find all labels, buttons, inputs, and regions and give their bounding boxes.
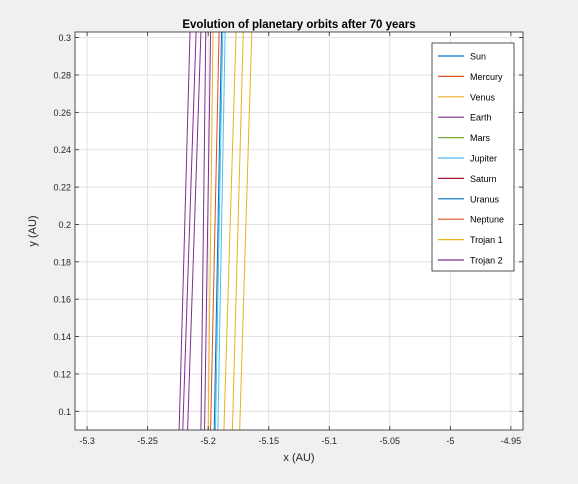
legend-label-uranus: Uranus: [470, 194, 500, 204]
series-line-trojan-1: [207, 31, 214, 431]
data-lines: [178, 31, 253, 431]
series-line-jupiter: [214, 31, 224, 431]
series-line-trojan-2: [200, 31, 207, 431]
legend-label-venus: Venus: [470, 92, 496, 102]
legend-label-mercury: Mercury: [470, 72, 503, 82]
x-tick-label: -4.95: [501, 436, 522, 446]
y-tick-label: 0.12: [53, 369, 71, 379]
chart-title: Evolution of planetary orbits after 70 y…: [182, 19, 415, 31]
series-line-trojan-2: [204, 31, 212, 431]
y-tick-label: 0.16: [53, 295, 71, 305]
x-tick-label: -5.1: [322, 436, 338, 446]
series-line-trojan-2: [178, 31, 191, 431]
x-tick-label: -5.2: [200, 436, 216, 446]
y-tick-label: 0.28: [53, 70, 71, 80]
legend-label-earth: Earth: [470, 113, 492, 123]
series-line-trojan-1: [223, 31, 237, 431]
series-line-trojan-2: [187, 31, 202, 431]
x-tick-label: -5.25: [137, 436, 158, 446]
ticks: [75, 32, 523, 430]
series-line-uranus: [213, 31, 223, 431]
y-tick-label: 0.14: [53, 332, 71, 342]
legend-label-mars: Mars: [470, 133, 490, 143]
x-tick-label: -5: [446, 436, 454, 446]
legend-label-trojan-1: Trojan 1: [470, 235, 503, 245]
y-axis-label: y (AU): [27, 215, 39, 246]
legend-label-neptune: Neptune: [470, 215, 504, 225]
y-tick-label: 0.2: [58, 220, 71, 230]
series-line-trojan-2: [182, 31, 197, 431]
x-tick-label: -5.15: [258, 436, 279, 446]
legend-label-jupiter: Jupiter: [470, 154, 497, 164]
legend-box: [431, 42, 515, 272]
y-tick-label: 0.18: [53, 257, 71, 267]
x-tick-label: -5.05: [380, 436, 401, 446]
x-tick-label: -5.3: [79, 436, 95, 446]
series-line-trojan-1: [231, 31, 244, 431]
series-line-jupiter: [217, 31, 226, 431]
series-line-neptune: [210, 31, 220, 431]
y-tick-label: 0.26: [53, 108, 71, 118]
series-line-trojan-1: [239, 31, 253, 431]
legend-label-trojan-2: Trojan 2: [470, 256, 503, 266]
axes-box: [74, 31, 524, 431]
x-tick-labels: -5.3 -5.25 -5.2 -5.15 -5.1 -5.05 -5 -4.95: [79, 436, 521, 446]
y-tick-label: 0.24: [53, 145, 71, 155]
y-tick-label: 0.22: [53, 183, 71, 193]
y-tick-label: 0.3: [58, 33, 71, 43]
legend[interactable]: Sun Mercury Venus Earth Mars Jupiter Saturn Ura…: [431, 42, 515, 272]
y-tick-label: 0.1: [58, 407, 71, 417]
legend-label-sun: Sun: [470, 52, 486, 62]
x-axis-label: x (AU): [283, 452, 314, 464]
legend-label-saturn: Saturn: [470, 174, 497, 184]
y-tick-labels: 0.1 0.12 0.14 0.16 0.18 0.2 0.22 0.24 0.26 0.28 0.…: [53, 33, 71, 417]
